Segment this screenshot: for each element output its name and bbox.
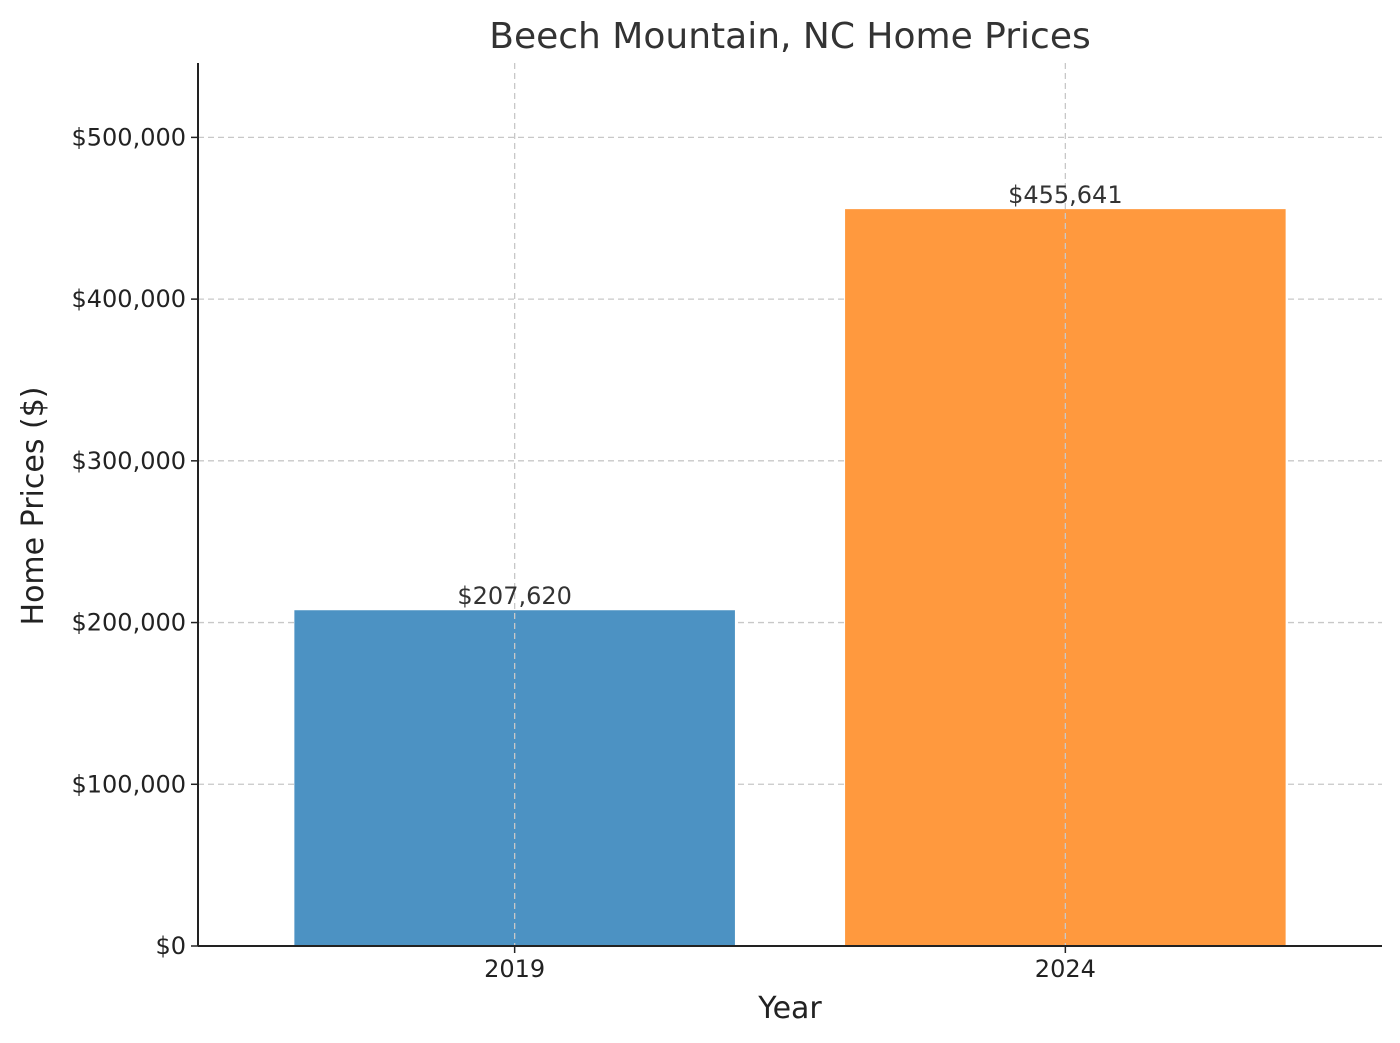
y-tick-label: $500,000 bbox=[71, 123, 186, 151]
y-axis-label: Home Prices ($) bbox=[16, 387, 51, 626]
x-tick-label: 2024 bbox=[1035, 955, 1096, 983]
data-labels-layer: $207,620 $455,641 bbox=[457, 181, 1122, 610]
x-tick-label: 2019 bbox=[484, 955, 545, 983]
bars-layer bbox=[294, 209, 1286, 947]
y-ticks-layer: $0 $100,000 $200,000 $300,000 $400,000 $500,0… bbox=[71, 123, 198, 960]
y-tick-label: $200,000 bbox=[71, 609, 186, 637]
y-tick-label: $300,000 bbox=[71, 447, 186, 475]
chart-title: Beech Mountain, NC Home Prices bbox=[489, 16, 1091, 57]
axes-layer bbox=[197, 63, 1382, 947]
grid-layer bbox=[198, 136, 1382, 785]
data-label-2019: $207,620 bbox=[457, 582, 572, 610]
y-tick-label: $100,000 bbox=[71, 770, 186, 798]
x-grid-layer bbox=[514, 63, 1066, 946]
x-axis-label: Year bbox=[757, 991, 822, 1026]
x-ticks-layer: 2019 2024 bbox=[484, 946, 1096, 983]
data-label-2024: $455,641 bbox=[1008, 181, 1123, 209]
y-tick-label: $0 bbox=[155, 932, 186, 960]
y-tick-label: $400,000 bbox=[71, 285, 186, 313]
